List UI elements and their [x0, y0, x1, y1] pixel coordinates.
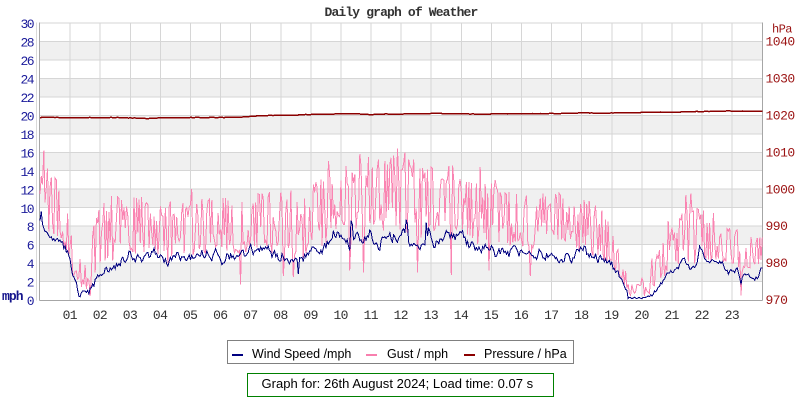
svg-text:13: 13	[424, 308, 438, 323]
svg-text:990: 990	[766, 219, 788, 234]
svg-text:18: 18	[20, 128, 33, 143]
svg-text:8: 8	[27, 220, 34, 235]
svg-text:30: 30	[20, 17, 33, 32]
svg-text:02: 02	[93, 308, 107, 323]
svg-text:Graph for: 26th August 2024; L: Graph for: 26th August 2024; Load time: …	[262, 376, 534, 391]
svg-text:06: 06	[213, 308, 227, 323]
svg-text:980: 980	[766, 256, 788, 271]
svg-text:21: 21	[664, 308, 679, 323]
svg-text:22: 22	[695, 308, 709, 323]
svg-text:20: 20	[634, 308, 648, 323]
svg-text:970: 970	[766, 293, 788, 308]
svg-text:Wind Speed /mph: Wind Speed /mph	[252, 347, 351, 361]
svg-text:Daily graph of Weather: Daily graph of Weather	[325, 5, 478, 20]
svg-text:0: 0	[27, 294, 34, 309]
svg-text:03: 03	[123, 308, 137, 323]
svg-text:10: 10	[20, 202, 33, 217]
svg-text:05: 05	[183, 308, 197, 323]
svg-text:1010: 1010	[766, 145, 795, 160]
svg-text:11: 11	[364, 308, 379, 323]
svg-text:16: 16	[20, 146, 33, 161]
svg-text:12: 12	[20, 183, 33, 198]
svg-text:1020: 1020	[766, 108, 795, 123]
svg-text:01: 01	[63, 308, 78, 323]
svg-text:22: 22	[20, 91, 33, 106]
svg-text:Gust / mph: Gust / mph	[387, 347, 448, 361]
svg-text:14: 14	[20, 165, 34, 180]
svg-text:hPa: hPa	[772, 23, 792, 37]
svg-text:17: 17	[544, 308, 558, 323]
svg-text:23: 23	[725, 308, 739, 323]
svg-text:26: 26	[20, 54, 33, 69]
svg-text:18: 18	[574, 308, 588, 323]
svg-text:10: 10	[333, 308, 347, 323]
svg-text:04: 04	[153, 308, 168, 323]
svg-text:4: 4	[27, 257, 35, 272]
svg-text:19: 19	[604, 308, 618, 323]
svg-text:28: 28	[20, 36, 33, 51]
svg-text:08: 08	[273, 308, 287, 323]
svg-text:2: 2	[27, 276, 34, 291]
svg-text:15: 15	[484, 308, 498, 323]
svg-text:mph: mph	[2, 289, 24, 304]
svg-text:6: 6	[27, 239, 34, 254]
svg-text:24: 24	[20, 73, 34, 88]
svg-text:20: 20	[20, 109, 33, 124]
svg-text:1000: 1000	[766, 182, 795, 197]
svg-text:14: 14	[454, 308, 469, 323]
svg-text:07: 07	[243, 308, 257, 323]
svg-text:12: 12	[394, 308, 408, 323]
svg-text:1030: 1030	[766, 72, 795, 87]
svg-text:Pressure / hPa: Pressure / hPa	[484, 347, 567, 361]
svg-text:1040: 1040	[766, 35, 795, 50]
svg-text:09: 09	[303, 308, 317, 323]
svg-text:16: 16	[514, 308, 528, 323]
